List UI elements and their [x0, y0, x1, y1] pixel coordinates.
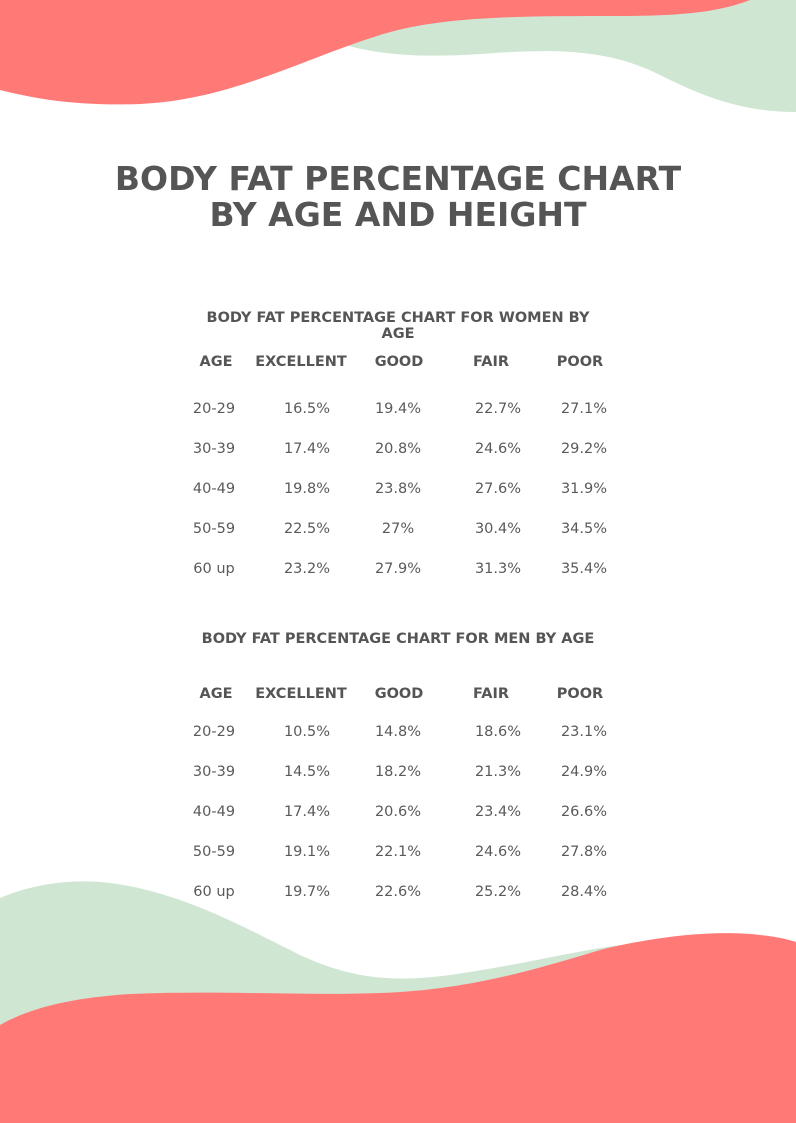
- women-row-5-age: 60 up: [193, 561, 235, 577]
- women-row-3-age: 40-49: [192, 481, 236, 497]
- men-row-3-good: 20.6%: [374, 804, 422, 820]
- men-header-age: AGE: [199, 686, 233, 702]
- women-row-1-poor: 27.1%: [560, 401, 608, 417]
- page-title-line-1: BODY FAT PERCENTAGE CHART: [114, 159, 682, 198]
- women-row-2-age: 30-39: [192, 441, 236, 457]
- women-row-4-good: 27%: [381, 521, 415, 537]
- men-row-2-age: 30-39: [192, 764, 236, 780]
- women-row-3-excellent: 19.8%: [283, 481, 331, 497]
- women-row-4-excellent: 22.5%: [283, 521, 331, 537]
- women-row-2-fair: 24.6%: [474, 441, 522, 457]
- men-row-4-fair: 24.6%: [474, 844, 522, 860]
- men-header-poor: POOR: [556, 686, 604, 702]
- women-row-5-fair: 31.3%: [474, 561, 522, 577]
- men-row-1-poor: 23.1%: [560, 724, 608, 740]
- men-row-3-excellent: 17.4%: [283, 804, 331, 820]
- men-row-5-poor: 28.4%: [560, 884, 608, 900]
- women-row-5-good: 27.9%: [374, 561, 422, 577]
- bottom-coral-wave: [0, 933, 796, 1123]
- men-row-5-age: 60 up: [193, 884, 235, 900]
- men-row-1-excellent: 10.5%: [283, 724, 331, 740]
- women-row-3-fair: 27.6%: [474, 481, 522, 497]
- men-row-1-fair: 18.6%: [474, 724, 522, 740]
- women-header-good: GOOD: [374, 354, 424, 370]
- men-row-5-excellent: 19.7%: [283, 884, 331, 900]
- men-header-excellent: EXCELLENT: [255, 686, 347, 702]
- men-row-5-fair: 25.2%: [474, 884, 522, 900]
- women-row-2-poor: 29.2%: [560, 441, 608, 457]
- men-row-3-fair: 23.4%: [474, 804, 522, 820]
- women-header-age: AGE: [199, 354, 233, 370]
- women-row-2-good: 20.8%: [374, 441, 422, 457]
- women-row-1-good: 19.4%: [374, 401, 422, 417]
- men-header-fair: FAIR: [472, 686, 510, 702]
- men-row-3-age: 40-49: [192, 804, 236, 820]
- men-row-4-age: 50-59: [192, 844, 236, 860]
- men-row-5-good: 22.6%: [374, 884, 422, 900]
- page-title-line-2: BY AGE AND HEIGHT: [209, 195, 587, 234]
- top-mint-wave: [300, 0, 796, 112]
- women-row-5-excellent: 23.2%: [283, 561, 331, 577]
- men-row-4-good: 22.1%: [374, 844, 422, 860]
- women-row-1-fair: 22.7%: [474, 401, 522, 417]
- top-coral-wave: [0, 0, 750, 105]
- women-row-1-excellent: 16.5%: [283, 401, 331, 417]
- top-wave-decoration: [0, 0, 796, 112]
- men-header-good: GOOD: [374, 686, 424, 702]
- men-row-2-excellent: 14.5%: [283, 764, 331, 780]
- women-row-4-fair: 30.4%: [474, 521, 522, 537]
- men-row-1-good: 14.8%: [374, 724, 422, 740]
- women-row-1-age: 20-29: [192, 401, 236, 417]
- women-row-4-age: 50-59: [192, 521, 236, 537]
- women-row-2-excellent: 17.4%: [283, 441, 331, 457]
- men-row-1-age: 20-29: [192, 724, 236, 740]
- bottom-wave-decoration: [0, 881, 796, 1123]
- women-row-3-poor: 31.9%: [560, 481, 608, 497]
- women-header-fair: FAIR: [472, 354, 510, 370]
- women-table-title: BODY FAT PERCENTAGE CHART FOR WOMEN BY A…: [206, 310, 590, 342]
- men-row-4-poor: 27.8%: [560, 844, 608, 860]
- men-table-title: BODY FAT PERCENTAGE CHART FOR MEN BY AGE: [201, 631, 595, 647]
- women-row-5-poor: 35.4%: [560, 561, 608, 577]
- women-header-excellent: EXCELLENT: [255, 354, 347, 370]
- men-row-2-poor: 24.9%: [560, 764, 608, 780]
- women-row-4-poor: 34.5%: [560, 521, 608, 537]
- men-row-2-good: 18.2%: [374, 764, 422, 780]
- women-row-3-good: 23.8%: [374, 481, 422, 497]
- women-header-poor: POOR: [556, 354, 604, 370]
- men-row-3-poor: 26.6%: [560, 804, 608, 820]
- men-row-2-fair: 21.3%: [474, 764, 522, 780]
- men-row-4-excellent: 19.1%: [283, 844, 331, 860]
